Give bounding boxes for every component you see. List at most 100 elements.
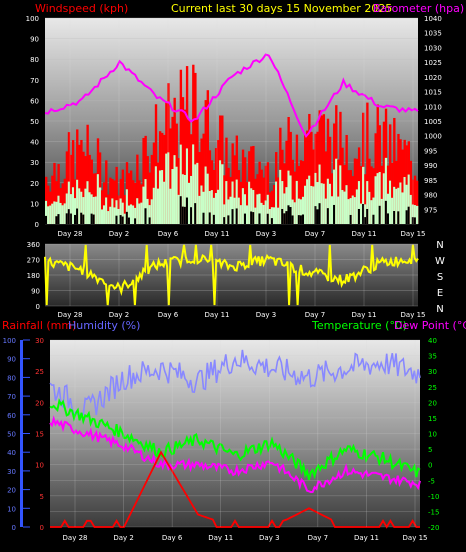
wind-gust-bar (252, 145, 255, 224)
wind-average-bar (111, 198, 114, 224)
wind-gust-bar (134, 182, 137, 224)
wind-gust-bar (405, 145, 408, 224)
wind-average-bar (190, 175, 193, 224)
wind-gust-bar (411, 179, 415, 224)
direction-ytick: 270 (27, 257, 40, 265)
wind-gust-bar (277, 177, 280, 224)
wind-average-bar (156, 188, 160, 224)
wind-average-bar (134, 207, 137, 224)
wind-average-bar (119, 198, 122, 224)
direction-xtick: Day 11 (352, 311, 377, 319)
wind-gust-bar (237, 170, 241, 224)
wind-xtick: Day 11 (352, 230, 377, 238)
wind-gust-bar (127, 173, 131, 224)
wind-min-bar (407, 206, 411, 224)
direction-xtick: Day 6 (158, 311, 179, 319)
wind-average-bar (393, 186, 396, 224)
wind-min-bar (285, 211, 288, 224)
wind-average-bar (121, 202, 125, 224)
wind-average-bar (378, 172, 381, 224)
wind-gust-bar (47, 185, 50, 224)
wind-min-bar (134, 218, 137, 224)
wind-min-bar (316, 209, 319, 224)
dynamic-layer: 0102030405060708090100975980985990995100… (3, 15, 445, 542)
wind-average-bar (399, 182, 402, 224)
wind-gust-bar (372, 168, 375, 224)
wind-average-bar (262, 204, 265, 224)
temp-xtick: Day 6 (162, 534, 183, 542)
wind-average-bar (301, 196, 305, 224)
direction-xtick: Day 7 (305, 311, 326, 319)
wind-min-bar (250, 211, 253, 224)
wind-min-bar (289, 207, 292, 224)
wind-average-bar (233, 197, 236, 224)
temp-xtick: Day 3 (259, 534, 280, 542)
wind-average-bar (312, 186, 315, 224)
wind-average-bar (364, 204, 367, 224)
wind-average-bar (403, 176, 406, 224)
temp-ytick: 35 (428, 353, 437, 361)
temp-xtick: Day 7 (308, 534, 329, 542)
wind-gust-bar (316, 131, 319, 224)
wind-gust-bar (192, 64, 195, 224)
wind-min-bar (318, 203, 321, 224)
wind-average-bar (88, 192, 91, 224)
wind-gust-bar (401, 149, 404, 224)
wind-average-bar (314, 172, 317, 224)
wind-average-bar (69, 194, 73, 224)
wind-average-bar (415, 205, 419, 224)
wind-gust-bar (63, 178, 67, 224)
wind-average-bar (144, 179, 147, 224)
wind-average-bar (397, 187, 400, 224)
wind-gust-bar (287, 116, 290, 224)
wind-average-bar (285, 187, 288, 224)
humidity-ytick: 20 (7, 487, 16, 495)
wind-direction-line (44, 244, 419, 306)
temp-ytick: -10 (428, 493, 439, 501)
wind-gust-bar (146, 156, 149, 224)
wind-average-bar (65, 193, 69, 224)
wind-ytick: 60 (30, 97, 39, 105)
wind-gust-bar (51, 175, 54, 224)
humidity-title: Humidity (%) (68, 319, 140, 332)
wind-average-bar (225, 181, 228, 224)
wind-gust-bar (132, 180, 135, 224)
wind-average-bar (349, 198, 352, 224)
wind-gust-bar (306, 130, 309, 224)
wind-average-bar (59, 202, 62, 224)
rain-ytick: 15 (35, 431, 44, 439)
wind-average-bar (161, 170, 164, 224)
wind-average-bar (248, 181, 251, 224)
wind-average-bar (254, 207, 257, 224)
wind-average-bar (92, 196, 96, 224)
wind-gust-bar (154, 104, 158, 224)
wind-ytick: 50 (30, 118, 39, 126)
wind-min-bar (148, 217, 151, 224)
wind-gust-bar (163, 134, 166, 224)
wind-gust-bar (181, 97, 185, 224)
temperature-title: Temperature (°C) (311, 319, 407, 332)
wind-gust-bar (272, 184, 276, 224)
wind-average-bar (237, 197, 241, 224)
wind-gust-bar (409, 160, 413, 224)
humidity-ytick: 50 (7, 431, 16, 439)
wind-gust-bar (397, 133, 400, 224)
wind-ytick: 20 (30, 180, 39, 188)
rain-ytick: 20 (35, 399, 44, 407)
rain-ytick: 30 (35, 337, 44, 345)
wind-average-bar (154, 166, 158, 224)
wind-average-bar (100, 209, 104, 224)
wind-average-bar (289, 175, 292, 224)
wind-gust-bar (169, 128, 172, 224)
wind-min-bar (266, 213, 270, 224)
wind-xtick: Day 6 (158, 230, 179, 238)
baro-ytick: 1015 (424, 89, 442, 97)
wind-average-bar (297, 198, 301, 224)
wind-min-bar (223, 217, 226, 224)
wind-min-bar (349, 214, 352, 224)
wind-average-bar (125, 189, 129, 224)
barometer-title: Barometer (hpa) (373, 2, 464, 15)
wind-average-bar (212, 197, 216, 224)
wind-min-bar (397, 211, 400, 224)
wind-average-bar (196, 162, 199, 224)
